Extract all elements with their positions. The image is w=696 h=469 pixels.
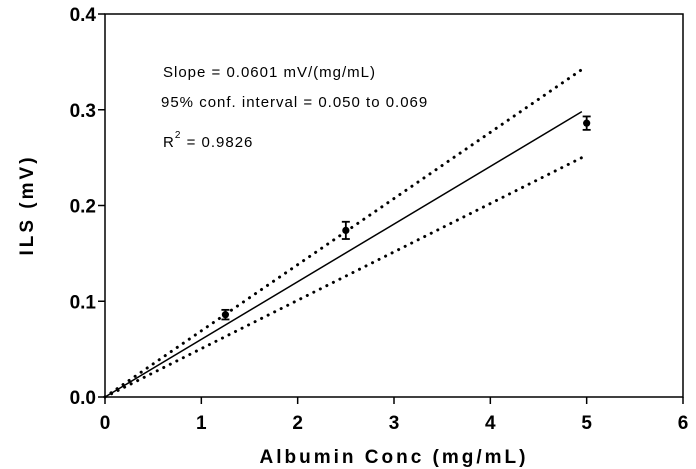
y-axis-title: ILS (mV)	[17, 154, 38, 255]
x-tick-label: 5	[581, 413, 592, 434]
r2-prefix: R	[163, 134, 175, 151]
y-tick-label: 0.2	[70, 197, 96, 218]
regression-line	[104, 111, 583, 398]
y-tick-label: 0.1	[70, 292, 97, 313]
x-tick-label: 6	[678, 413, 689, 434]
x-tick-label: 3	[389, 413, 400, 434]
r2-value: = 0.9826	[181, 134, 253, 151]
y-tick-label: 0.0	[70, 388, 96, 409]
ci-annotation: 95% conf. interval = 0.050 to 0.069	[161, 94, 428, 111]
axes: 0 1 2 3 4 5 6 0.0 0.1 0.2 0.3 0.4	[70, 5, 689, 434]
r2-annotation: R2 = 0.9826	[163, 130, 253, 151]
fit-lines	[103, 68, 584, 399]
x-tick-label: 0	[100, 413, 111, 434]
slope-annotation: Slope = 0.0601 mV/(mg/mL)	[163, 64, 376, 81]
data-point	[221, 311, 230, 319]
lower-confidence-band	[103, 156, 584, 399]
data-point	[583, 119, 591, 127]
y-tick-label: 0.3	[70, 101, 96, 122]
r2-superscript: 2	[175, 130, 182, 141]
x-axis-title: Albumin Conc (mg/mL)	[260, 447, 529, 468]
data-point	[342, 226, 350, 234]
y-tick-label: 0.4	[70, 5, 97, 26]
upper-confidence-band	[103, 68, 584, 399]
x-tick-label: 2	[292, 413, 303, 434]
data-points	[221, 115, 591, 321]
x-tick-label: 1	[196, 413, 207, 434]
x-tick-label: 4	[485, 413, 496, 434]
